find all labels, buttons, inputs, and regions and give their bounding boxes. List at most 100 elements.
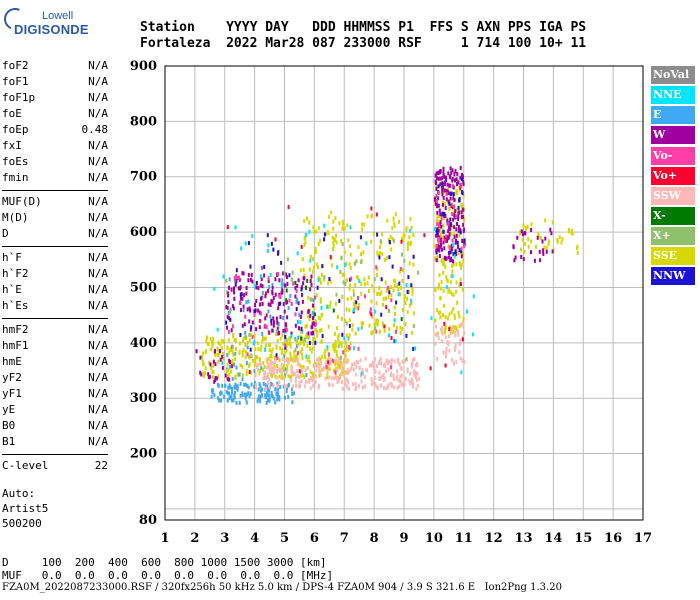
data-point (283, 283, 286, 288)
data-point (204, 371, 207, 375)
data-point (400, 239, 403, 244)
data-point (275, 368, 278, 373)
data-point (226, 398, 229, 403)
data-point (389, 373, 392, 378)
data-point (444, 335, 447, 340)
data-point (357, 360, 360, 365)
param-name: D (2, 227, 9, 240)
data-point (453, 231, 456, 236)
data-point (364, 384, 367, 389)
data-point (406, 247, 409, 252)
data-point (239, 286, 242, 291)
data-point (286, 367, 289, 372)
data-point (457, 244, 459, 249)
data-point (394, 339, 397, 343)
data-point (274, 374, 277, 379)
data-point (304, 324, 307, 329)
data-point (418, 376, 421, 381)
data-point (360, 260, 363, 264)
data-point (373, 367, 376, 372)
data-point (370, 312, 373, 317)
data-point (445, 277, 448, 282)
data-point (453, 172, 456, 177)
data-point (337, 338, 340, 343)
data-point (249, 264, 252, 269)
data-point (360, 281, 363, 286)
data-point (520, 255, 523, 259)
data-point (259, 311, 262, 316)
data-point (226, 374, 229, 379)
data-point (353, 346, 355, 351)
data-point (245, 286, 248, 290)
data-point (334, 301, 337, 306)
data-point (262, 376, 265, 381)
data-point (267, 276, 270, 281)
data-point (291, 400, 294, 405)
data-point (345, 307, 348, 312)
data-point (357, 346, 360, 351)
data-point (462, 207, 465, 212)
data-point (340, 355, 342, 360)
param-value: N/A (88, 339, 108, 352)
data-point (408, 235, 411, 240)
data-point (269, 366, 272, 371)
data-point (523, 231, 526, 235)
data-point (309, 258, 312, 263)
data-point (435, 186, 438, 191)
data-point (409, 216, 412, 221)
data-point (459, 341, 462, 346)
data-point (298, 362, 301, 367)
data-point (277, 272, 279, 276)
data-point (234, 225, 237, 230)
data-point (229, 307, 232, 312)
data-point (386, 218, 389, 223)
data-point (231, 376, 234, 381)
data-point (296, 339, 299, 344)
data-point (513, 258, 516, 263)
legend-item: NNW (651, 267, 695, 286)
data-point (412, 233, 415, 237)
data-point (343, 226, 346, 231)
data-point (344, 318, 347, 323)
data-point (449, 290, 452, 295)
data-point (442, 170, 445, 175)
data-point (212, 359, 215, 364)
data-point (357, 327, 360, 332)
data-point (285, 389, 288, 394)
data-point (535, 244, 537, 249)
data-point (447, 342, 450, 347)
data-point (341, 272, 344, 277)
data-point (393, 359, 396, 364)
data-point (231, 324, 234, 329)
param-row: foEs N/A (2, 154, 108, 170)
data-point (314, 340, 317, 345)
data-point (247, 391, 250, 396)
data-point (395, 300, 398, 305)
data-point (225, 320, 228, 325)
data-point (430, 316, 433, 321)
data-point (436, 307, 439, 312)
data-point (318, 368, 320, 373)
data-point (375, 301, 378, 306)
data-point (278, 331, 281, 335)
data-point (314, 321, 317, 326)
data-point (259, 274, 262, 279)
data-point (342, 350, 345, 355)
data-point (248, 370, 251, 374)
data-point (301, 339, 304, 344)
data-point (519, 230, 522, 234)
data-point (327, 360, 330, 365)
data-point (277, 387, 280, 392)
data-point (452, 292, 455, 297)
data-point (247, 241, 250, 246)
data-point (378, 329, 381, 334)
data-point (436, 333, 439, 338)
data-point (328, 375, 330, 380)
data-point (207, 372, 210, 377)
data-point (317, 315, 320, 320)
data-point (268, 385, 271, 390)
x-tick-label: 16 (604, 531, 622, 546)
data-point (222, 352, 225, 356)
data-point (268, 330, 271, 335)
data-point (226, 353, 229, 358)
